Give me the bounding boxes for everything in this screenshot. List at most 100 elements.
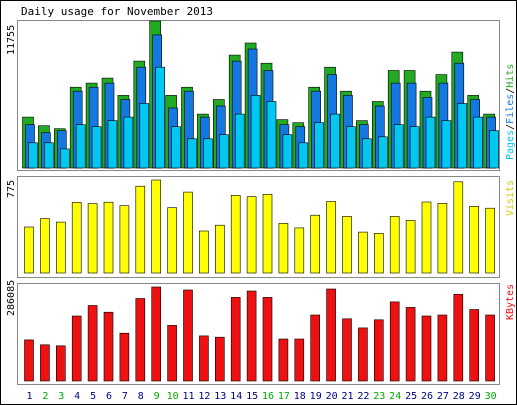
bar-pages-day-16: [266, 101, 277, 169]
bar-kbytes-day-3: [55, 345, 66, 382]
x-tick-label-day-11: 11: [182, 391, 194, 402]
bar-pages-day-23: [377, 136, 388, 169]
visits-panel-max-label: 775: [6, 180, 17, 198]
x-tick-label-day-13: 13: [214, 391, 226, 402]
bar-visits-day-23: [373, 233, 384, 274]
bar-visits-day-8: [135, 185, 146, 274]
bar-kbytes-day-29: [469, 309, 480, 382]
bar-visits-day-12: [199, 230, 209, 274]
bar-kbytes-day-1: [24, 339, 34, 382]
x-tick-label-day-14: 14: [230, 391, 242, 402]
hits-panel-max-label: 11755: [6, 25, 17, 55]
chart-title: Daily usage for November 2013: [21, 5, 213, 18]
bar-visits-day-25: [405, 220, 416, 274]
bar-pages-day-1: [28, 142, 38, 169]
bar-kbytes-day-28: [453, 293, 464, 382]
bar-kbytes-day-24: [389, 301, 400, 382]
bar-visits-day-18: [294, 227, 305, 274]
bar-kbytes-day-9: [151, 286, 161, 382]
x-tick-label-day-30: 30: [485, 391, 497, 402]
bar-visits-day-7: [119, 205, 130, 274]
x-tick-label-day-2: 2: [42, 391, 48, 402]
x-tick-label-day-25: 25: [405, 391, 417, 402]
bar-pages-day-7: [123, 116, 134, 169]
bar-visits-day-2: [40, 218, 50, 274]
bar-pages-day-9: [155, 66, 165, 169]
bar-kbytes-day-16: [262, 297, 273, 382]
x-tick-label-day-28: 28: [453, 391, 465, 402]
bar-pages-day-5: [91, 126, 102, 169]
bar-visits-day-15: [246, 196, 257, 274]
bar-visits-day-20: [326, 201, 336, 274]
x-tick-label-day-10: 10: [167, 391, 179, 402]
bar-layer: [22, 20, 499, 382]
legend-visits: Visits: [505, 180, 516, 216]
bar-pages-day-17: [282, 134, 293, 169]
bar-visits-day-5: [87, 203, 98, 274]
bar-kbytes-day-30: [485, 314, 495, 382]
x-tick-label-day-5: 5: [90, 391, 96, 402]
bar-pages-day-3: [59, 148, 70, 169]
bar-pages-day-26: [425, 116, 436, 169]
legend-hits: Hits: [505, 64, 516, 88]
bar-kbytes-day-15: [246, 290, 257, 382]
x-tick-label-day-26: 26: [421, 391, 433, 402]
bar-visits-day-16: [262, 194, 273, 274]
kbytes-panel-max-label: 286085: [6, 280, 17, 316]
bar-kbytes-day-26: [421, 315, 432, 382]
bar-kbytes-day-5: [87, 305, 98, 382]
legend-pages: Pages: [505, 130, 516, 160]
panel-frame-kbytes: [17, 283, 500, 385]
x-tick-label-day-9: 9: [154, 391, 160, 402]
legend-kbytes: KBytes: [505, 284, 516, 320]
bar-pages-day-11: [187, 138, 197, 169]
legend-files: Files: [505, 94, 516, 124]
bar-pages-day-13: [219, 134, 229, 169]
bar-visits-day-9: [151, 179, 161, 274]
x-tick-label-day-17: 17: [278, 391, 290, 402]
bar-kbytes-day-27: [437, 314, 448, 382]
x-tick-label-day-16: 16: [262, 391, 274, 402]
x-tick-label-day-29: 29: [469, 391, 481, 402]
bar-kbytes-day-25: [405, 307, 416, 382]
x-tick-label-day-27: 27: [437, 391, 449, 402]
bar-pages-day-19: [314, 122, 325, 169]
bar-kbytes-day-21: [342, 318, 352, 382]
bar-pages-day-6: [107, 120, 118, 169]
bar-pages-day-10: [171, 126, 181, 169]
bar-pages-day-14: [234, 113, 245, 169]
bar-kbytes-day-10: [167, 325, 177, 382]
x-tick-label-day-7: 7: [122, 391, 128, 402]
legend-sep-1: /: [505, 124, 516, 130]
x-tick-label-day-4: 4: [74, 391, 80, 402]
x-axis-labels: 1 2 3 4 5 6 7 8 9 10 11 12 13 14 15 16 17 18 19 20 21 22 23 24 2…: [26, 391, 496, 402]
x-tick-label-day-1: 1: [26, 391, 32, 402]
bar-pages-day-4: [75, 124, 86, 169]
bar-pages-day-22: [362, 138, 372, 169]
bar-visits-day-26: [421, 201, 432, 274]
bar-kbytes-day-8: [135, 298, 146, 382]
bar-visits-day-27: [437, 203, 448, 274]
bar-visits-day-19: [310, 214, 321, 274]
bar-visits-day-1: [24, 226, 34, 274]
bar-kbytes-day-13: [215, 336, 225, 382]
bar-pages-day-18: [298, 142, 309, 169]
bar-kbytes-day-19: [310, 314, 321, 382]
bar-pages-day-2: [44, 142, 54, 169]
bar-visits-day-28: [453, 181, 464, 274]
x-tick-label-day-20: 20: [326, 391, 338, 402]
bar-pages-day-21: [346, 126, 356, 169]
bar-kbytes-day-17: [278, 338, 289, 382]
bar-pages-day-15: [250, 95, 261, 169]
bar-kbytes-day-2: [40, 344, 50, 382]
bar-kbytes-day-4: [71, 315, 82, 382]
bar-pages-day-27: [441, 120, 452, 169]
bar-visits-day-22: [358, 231, 368, 274]
bar-kbytes-day-12: [199, 335, 209, 382]
x-tick-label-day-6: 6: [106, 391, 112, 402]
legend-pages-files-hits: Pages/Files/Hits: [505, 64, 516, 160]
bar-visits-day-10: [167, 207, 177, 274]
bar-visits-day-3: [55, 221, 66, 274]
x-tick-label-day-24: 24: [389, 391, 401, 402]
